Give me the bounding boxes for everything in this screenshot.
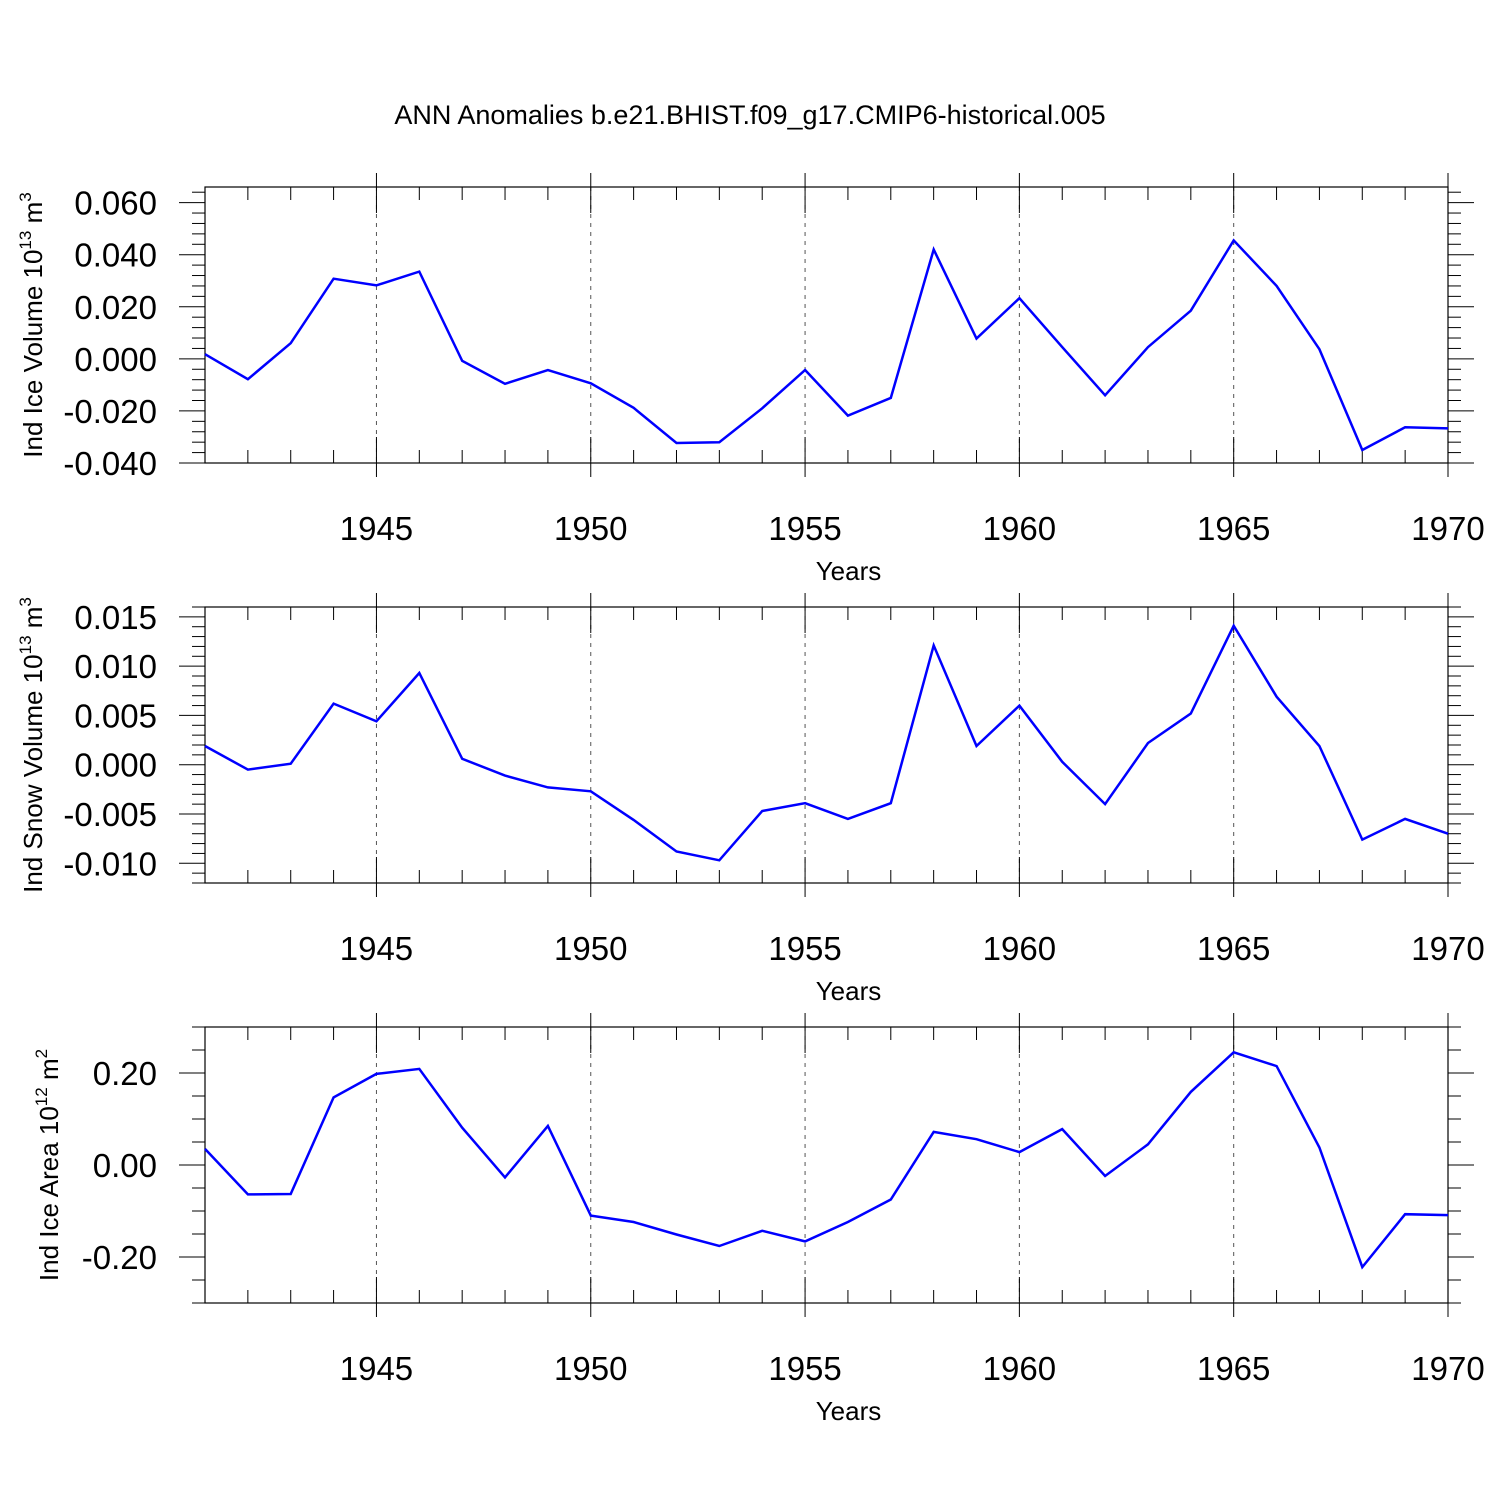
x-tick-label: 1960: [983, 930, 1056, 967]
plot-frame: [204, 606, 1449, 884]
x-tick-label: 1945: [340, 1350, 413, 1387]
x-tick-label: 1950: [554, 1350, 627, 1387]
y-axis-label: Ind Ice Volume 1013 m3: [16, 192, 48, 457]
x-axis-label: Years: [816, 976, 882, 1006]
y-axis-label: Ind Snow Volume 1013 m3: [16, 597, 48, 893]
y-tick-label: 0.005: [74, 697, 157, 734]
y-tick-label: -0.20: [82, 1239, 157, 1276]
x-axis-label: Years: [816, 556, 882, 586]
y-tick-label: -0.020: [63, 393, 157, 430]
chart-panel-3: -0.20 0.00 0.20 1945 1950 1955 1960 1965 1970 Yea…: [32, 1013, 1485, 1426]
x-tick-label: 1960: [983, 510, 1056, 547]
x-axis-label: Years: [816, 1396, 882, 1426]
y-tick-label: 0.015: [74, 599, 157, 636]
y-tick-label: 0.020: [74, 289, 157, 326]
y-tick-label: 0.060: [74, 185, 157, 222]
plot-frame: [204, 1026, 1449, 1304]
figure-title: ANN Anomalies b.e21.BHIST.f09_g17.CMIP6-…: [394, 100, 1105, 130]
y-tick-label: 0.040: [74, 237, 157, 274]
series-line: [204, 238, 1449, 452]
x-tick-label: 1950: [554, 930, 627, 967]
x-tick-label: 1950: [554, 510, 627, 547]
x-tick-label: 1955: [768, 1350, 841, 1387]
x-tick-label: 1945: [340, 930, 413, 967]
y-tick-label: -0.010: [63, 845, 157, 882]
chart-panels: -0.040 -0.020 0.000 0.020 0.040 0.060 1945 1950…: [16, 173, 1485, 1426]
y-tick-label: 0.010: [74, 648, 157, 685]
chart-panel-1: -0.040 -0.020 0.000 0.020 0.040 0.060 1945 1950…: [16, 173, 1485, 586]
series-line: [204, 1050, 1449, 1270]
y-tick-label: 0.20: [93, 1055, 157, 1092]
x-tick-label: 1970: [1411, 930, 1484, 967]
x-tick-label: 1970: [1411, 1350, 1484, 1387]
x-tick-label: 1945: [340, 510, 413, 547]
x-tick-label: 1965: [1197, 510, 1270, 547]
chart-panel-2: -0.010 -0.005 0.000 0.005 0.010 0.015 1945 1950…: [16, 593, 1485, 1006]
x-tick-label: 1965: [1197, 930, 1270, 967]
y-tick-label: -0.005: [63, 796, 157, 833]
plot-frame: [204, 186, 1449, 464]
x-tick-label: 1965: [1197, 1350, 1270, 1387]
x-tick-label: 1955: [768, 930, 841, 967]
y-axis-label: Ind Ice Area 1012 m2: [32, 1049, 64, 1281]
y-tick-label: -0.040: [63, 445, 157, 482]
y-tick-label: 0.000: [74, 747, 157, 784]
y-tick-label: 0.00: [93, 1147, 157, 1184]
x-tick-label: 1960: [983, 1350, 1056, 1387]
x-tick-label: 1955: [768, 510, 841, 547]
series-line: [204, 623, 1449, 862]
y-tick-label: 0.000: [74, 341, 157, 378]
x-tick-label: 1970: [1411, 510, 1484, 547]
